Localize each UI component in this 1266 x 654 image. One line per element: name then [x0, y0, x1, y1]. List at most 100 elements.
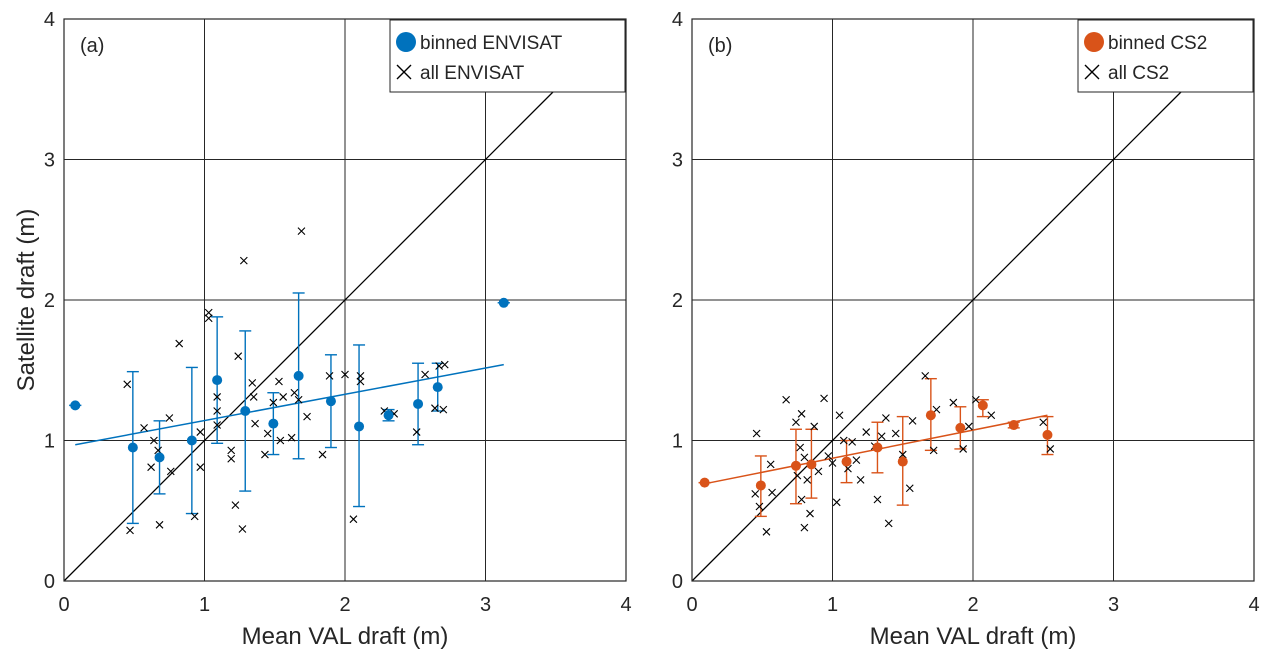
raw-point-marker: [196, 428, 205, 436]
binned-point-marker: [186, 435, 197, 446]
raw-point-marker: [832, 498, 841, 507]
legend-entry: all CS2: [1108, 63, 1169, 84]
y-tick-label: 0: [672, 571, 683, 593]
binned-point-marker: [240, 405, 251, 416]
x-tick-label: 2: [967, 594, 978, 616]
raw-point-marker: [213, 421, 222, 429]
raw-point-marker: [275, 377, 283, 386]
x-tick-label: 0: [58, 594, 69, 616]
panel-tag: (b): [708, 35, 732, 57]
raw-point-marker: [882, 414, 890, 422]
raw-point-marker: [800, 453, 809, 462]
axes-frame: [63, 18, 627, 582]
x-tick-labels: 0 1 2 3 4: [686, 594, 1259, 616]
axes-frame: [691, 18, 1255, 582]
raw-point-marker: [835, 411, 844, 420]
raw-point-marker: [800, 523, 809, 532]
raw-point-marker: [204, 308, 213, 317]
raw-point-marker: [287, 433, 296, 442]
x-tick-label: 4: [1248, 594, 1259, 616]
binned-point-marker: [755, 480, 766, 491]
one-to-one-line: [63, 18, 627, 582]
raw-point-marker: [877, 432, 886, 441]
raw-point-marker: [175, 339, 184, 348]
raw-point-marker: [828, 459, 837, 467]
raw-point-marker: [820, 394, 828, 403]
binned-point-marker: [699, 477, 710, 488]
raw-point-marker: [249, 393, 258, 401]
raw-point-marker: [261, 450, 269, 459]
raw-point-marker: [782, 395, 791, 404]
raw-point-marker: [239, 256, 248, 265]
raw-point-marker: [971, 395, 980, 404]
binned-point-marker: [70, 400, 81, 411]
raw-point-marker: [290, 388, 299, 397]
x-tick-label: 4: [620, 594, 631, 616]
panel-tag: (a): [80, 35, 104, 57]
raw-point-marker: [439, 405, 448, 414]
y-axis-label: Satellite draft (m): [13, 209, 40, 392]
raw-point-marker: [987, 411, 996, 420]
binned-point-marker: [872, 442, 883, 453]
one-to-one-line: [691, 18, 1255, 582]
binned-point-marker: [841, 456, 852, 467]
binned-point-marker: [212, 375, 223, 386]
raw-point-marker: [803, 475, 812, 484]
raw-point-marker: [325, 371, 334, 380]
raw-point-marker: [431, 404, 439, 413]
raw-point-marker: [412, 428, 421, 436]
binned-point-marker: [325, 396, 336, 407]
raw-point-marker: [908, 416, 917, 425]
y-tick-label: 4: [672, 9, 683, 31]
raw-point-marker: [797, 409, 806, 418]
raw-point-marker: [752, 429, 761, 438]
legend-circle-marker: [1084, 32, 1104, 52]
raw-point-marker: [349, 515, 358, 524]
binned-point-marker: [806, 459, 817, 470]
legend: binned CS2 all CS2: [1077, 19, 1254, 93]
y-tick-label: 2: [44, 290, 55, 312]
raw-point-marker: [824, 452, 833, 460]
binned-point-marker: [498, 297, 509, 308]
x-axis-label: Mean VAL draft (m): [870, 623, 1077, 650]
binned-point-marker: [1042, 429, 1053, 440]
y-tick-label: 4: [44, 9, 55, 31]
raw-point-marker: [269, 398, 278, 407]
raw-point-marker: [755, 502, 764, 511]
x-tick-label: 0: [686, 594, 697, 616]
raw-point-marker: [276, 436, 285, 445]
raw-point-marker: [852, 456, 861, 465]
raw-point-marker: [435, 362, 444, 370]
raw-point-marker: [792, 418, 800, 427]
legend-entry: binned CS2: [1108, 33, 1207, 54]
raw-point-marker: [231, 501, 240, 510]
raw-point-marker: [884, 519, 893, 528]
raw-point-marker: [213, 393, 222, 401]
y-tick-label: 3: [44, 150, 55, 172]
raw-point-marker: [848, 438, 857, 446]
y-tick-label: 0: [44, 571, 55, 593]
raw-point-marker: [873, 495, 882, 504]
binned-point-marker: [925, 410, 936, 421]
raw-point-marker: [356, 371, 365, 380]
legend-circle-marker: [396, 32, 416, 52]
raw-point-marker: [762, 527, 771, 536]
raw-point-marker: [856, 475, 865, 484]
raw-point-marker: [421, 370, 429, 379]
binned-markers: [699, 400, 1053, 491]
raw-point-marker: [356, 377, 365, 386]
x-tick-label: 2: [339, 594, 350, 616]
binned-point-marker: [127, 442, 138, 453]
raw-point-marker: [1039, 418, 1048, 427]
raw-point-marker: [213, 407, 222, 415]
raw-point-marker: [862, 428, 871, 436]
raw-point-marker: [751, 490, 760, 498]
raw-point-marker: [1046, 445, 1055, 453]
raw-point-marker: [150, 436, 158, 445]
y-tick-label: 1: [672, 431, 683, 453]
raw-point-marker: [140, 423, 148, 432]
raw-point-marker: [839, 436, 848, 445]
legend-box: [389, 19, 626, 93]
x-tick-label: 1: [827, 594, 838, 616]
